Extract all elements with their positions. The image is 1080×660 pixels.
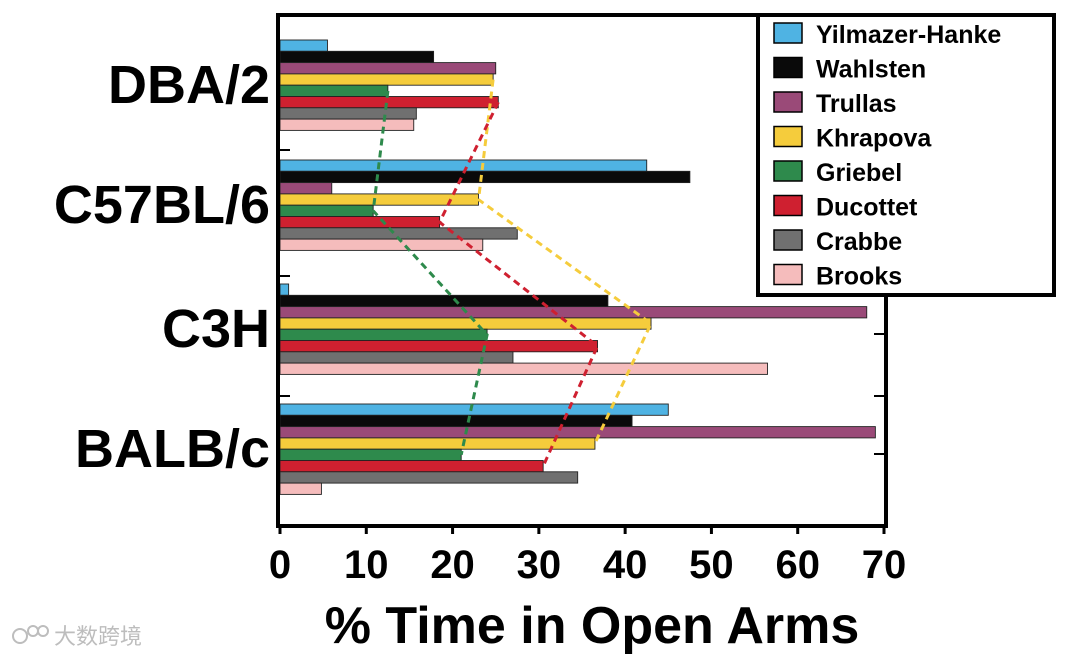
- bar-c57bl-6-ducottet: [279, 216, 441, 229]
- bars: [279, 39, 876, 495]
- x-tick-label-10: 10: [344, 543, 389, 587]
- legend: Yilmazer-Hanke Wahlsten Trullas Khrapova Gri…: [756, 13, 1056, 297]
- legend-swatch-khrapova: [773, 125, 803, 148]
- legend-swatch-wahlsten: [773, 56, 803, 79]
- legend-swatch-yilmazer-hanke: [773, 22, 803, 44]
- bar-c57bl-6-brooks: [279, 238, 484, 251]
- x-axis-ticks: 0 10 20 30 40 50 60 70: [269, 524, 906, 587]
- legend-label-yilmazer-hanke: Yilmazer-Hanke: [816, 21, 1001, 49]
- bar-balb-c-brooks: [279, 482, 322, 495]
- legend-swatch-griebel: [773, 160, 803, 182]
- bar-dba-2-griebel: [279, 84, 389, 97]
- bar-c3h-griebel: [279, 328, 488, 341]
- category-labels: DBA/2 C57BL/6 C3H BALB/c: [54, 55, 270, 479]
- bar-c3h-wahlsten: [279, 294, 609, 308]
- trend-line-ducottet: [437, 101, 600, 467]
- bar-c3h-yilmazer-hanke: [279, 283, 290, 296]
- bar-dba-2-brooks: [279, 118, 415, 131]
- x-tick-label-70: 70: [862, 543, 907, 587]
- category-label-c3h: C3H: [162, 299, 270, 359]
- bar-balb-c-trullas: [279, 426, 876, 439]
- legend-swatch-ducottet: [773, 194, 803, 217]
- legend-label-wahlsten: Wahlsten: [816, 56, 926, 84]
- bar-dba-2-wahlsten: [279, 50, 435, 64]
- bar-c57bl-6-griebel: [279, 204, 374, 217]
- bar-balb-c-ducottet: [279, 460, 544, 473]
- x-axis-title: % Time in Open Arms: [325, 597, 860, 655]
- watermark: 大数跨境: [12, 625, 142, 650]
- bar-c3h-brooks: [279, 362, 768, 375]
- x-tick-label-0: 0: [269, 543, 291, 587]
- bar-c3h-crabbe: [279, 351, 514, 364]
- bar-balb-c-griebel: [279, 448, 462, 461]
- legend-label-griebel: Griebel: [816, 159, 902, 187]
- bar-balb-c-khrapova: [279, 437, 596, 450]
- bar-dba-2-yilmazer-hanke: [279, 39, 328, 52]
- bar-dba-2-ducottet: [279, 96, 499, 109]
- x-tick-label-50: 50: [689, 543, 734, 587]
- trend-line-khrapova: [476, 79, 653, 445]
- bar-c57bl-6-yilmazer-hanke: [279, 159, 648, 172]
- bar-c57bl-6-wahlsten: [279, 170, 691, 184]
- category-label-dba-2: DBA/2: [108, 55, 270, 115]
- legend-swatch-brooks: [773, 263, 803, 286]
- category-label-balb-c: BALB/c: [75, 419, 270, 479]
- bar-c3h-khrapova: [279, 317, 652, 330]
- legend-label-crabbe: Crabbe: [816, 228, 902, 256]
- legend-label-khrapova: Khrapova: [816, 125, 932, 153]
- bar-dba-2-trullas: [279, 62, 497, 75]
- bar-c3h-trullas: [279, 306, 868, 319]
- trend-lines: [371, 79, 653, 467]
- watermark-text: 大数跨境: [54, 625, 142, 650]
- x-tick-label-20: 20: [430, 543, 475, 587]
- bar-c3h-ducottet: [279, 340, 598, 353]
- x-tick-label-30: 30: [517, 543, 562, 587]
- watermark-icon: [12, 625, 49, 644]
- trend-line-griebel: [371, 90, 489, 456]
- legend-box: [756, 13, 1056, 297]
- x-tick-label-40: 40: [603, 543, 648, 587]
- x-tick-label-60: 60: [775, 543, 820, 587]
- bar-c57bl-6-trullas: [279, 182, 333, 195]
- legend-swatch-crabbe: [773, 229, 803, 251]
- bar-dba-2-crabbe: [279, 107, 417, 120]
- legend-label-ducottet: Ducottet: [816, 194, 918, 222]
- bar-balb-c-crabbe: [279, 471, 579, 484]
- legend-label-brooks: Brooks: [816, 263, 902, 291]
- bar-dba-2-khrapova: [279, 73, 494, 86]
- legend-label-trullas: Trullas: [816, 90, 897, 118]
- category-label-c57bl-6: C57BL/6: [54, 175, 270, 235]
- bar-balb-c-wahlsten: [279, 414, 633, 428]
- legend-swatch-trullas: [773, 91, 803, 113]
